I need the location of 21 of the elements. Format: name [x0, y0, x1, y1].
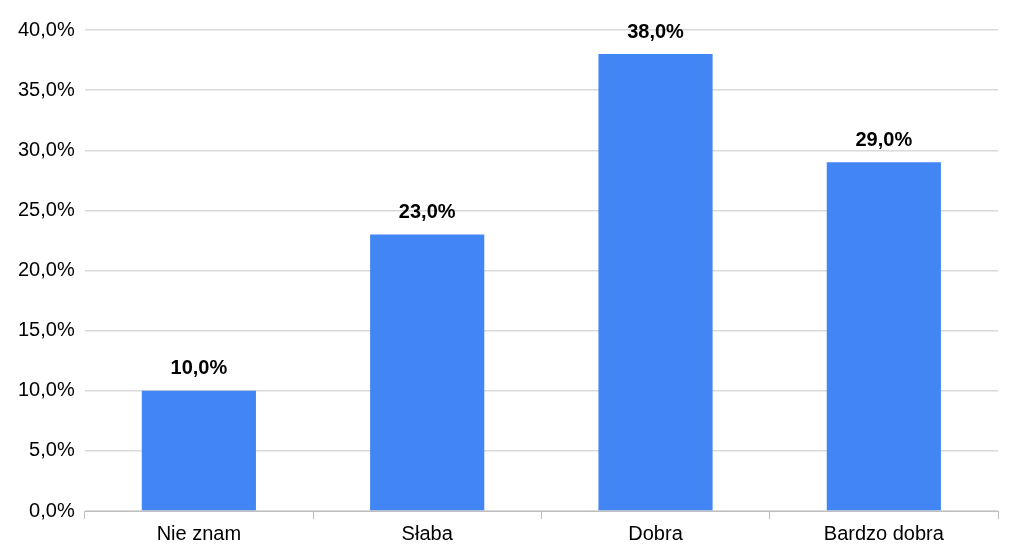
y-tick-label: 30,0%: [17, 137, 75, 160]
bar: [826, 162, 941, 511]
y-tick-label: 5,0%: [29, 438, 75, 461]
data-label: 10,0%: [170, 356, 228, 379]
x-tick-label: Dobra: [628, 521, 684, 544]
y-tick-label: 15,0%: [17, 318, 75, 341]
data-label: 38,0%: [627, 19, 685, 42]
y-tick-label: 35,0%: [17, 77, 75, 100]
y-tick-label: 25,0%: [17, 197, 75, 220]
bar: [370, 234, 485, 511]
x-tick-label: Nie znam: [156, 521, 242, 544]
y-tick-label: 10,0%: [17, 378, 75, 401]
bar: [141, 390, 256, 511]
y-tick-label: 20,0%: [17, 258, 75, 281]
x-tick-label: Słaba: [401, 521, 454, 544]
x-tick-label: Bardzo dobra: [823, 521, 945, 544]
y-tick-label: 40,0%: [17, 17, 75, 40]
bar: [598, 54, 713, 511]
y-tick-label: 0,0%: [29, 498, 75, 521]
data-label: 29,0%: [855, 127, 913, 150]
data-label: 23,0%: [398, 199, 456, 222]
